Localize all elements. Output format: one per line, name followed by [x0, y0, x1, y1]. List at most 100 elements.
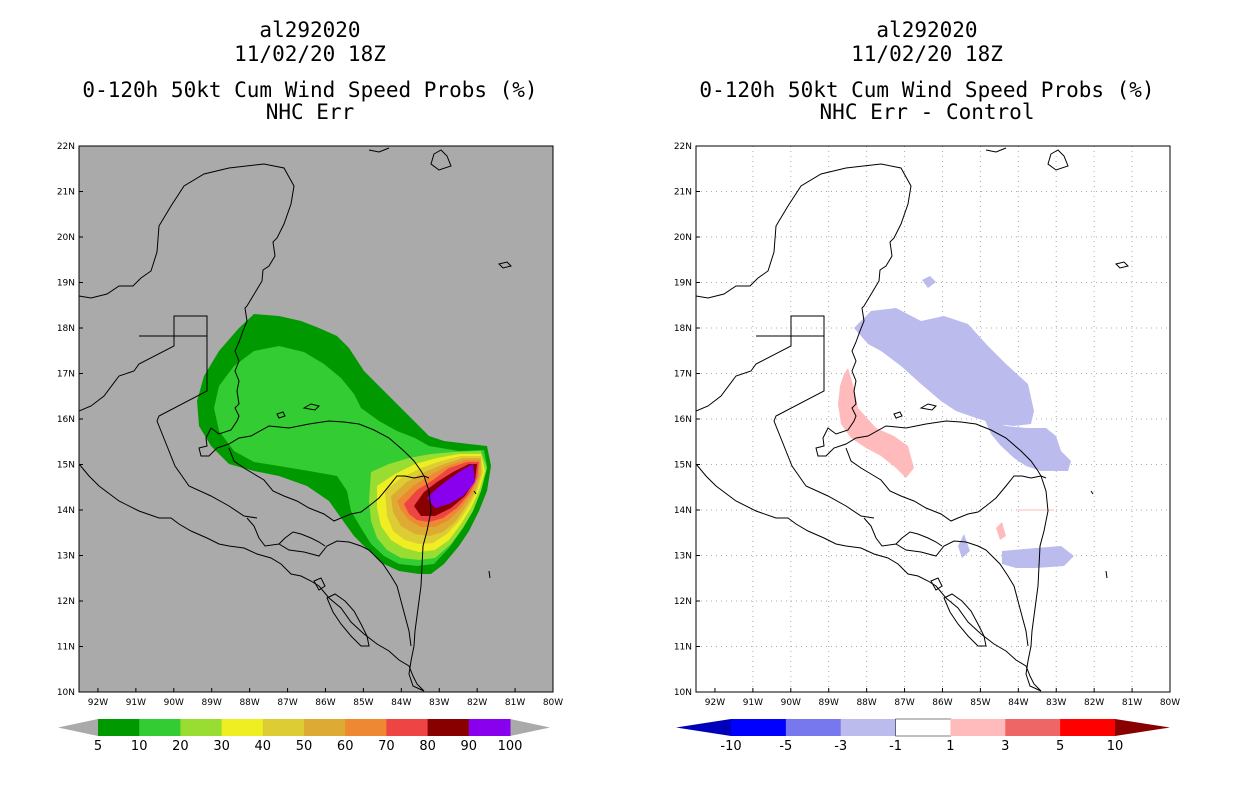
colorbar-swatch: [139, 719, 181, 736]
x-tick-label: 89W: [819, 698, 839, 708]
left-plot: 92W 91W 90W 89W 88W 87W 86W 85W 84W 83W 82W 81W 80W …: [57, 142, 563, 708]
y-tick-label: 22N: [57, 142, 75, 152]
colorbar-label: 20: [172, 739, 189, 754]
colorbar-under-arrow: [58, 719, 98, 736]
right-y-axis: 10N 11N 12N 13N 14N 15N 16N 17N 18N 19N 20N 21N 22N: [674, 142, 700, 698]
left-x-axis: 92W 91W 90W 89W 88W 87W 86W 85W 84W 83W 82W 81W 80W: [88, 688, 563, 708]
colorbar-swatch: [386, 719, 429, 736]
y-tick-label: 19N: [674, 279, 692, 289]
x-tick-label: 80W: [543, 698, 563, 708]
x-tick-label: 87W: [277, 698, 297, 708]
y-tick-label: 11N: [57, 643, 75, 653]
right-title-line-4: NHC Err - Control: [819, 100, 1035, 124]
x-tick-label: 85W: [970, 698, 990, 708]
y-tick-label: 17N: [674, 370, 692, 380]
x-tick-label: 83W: [429, 698, 449, 708]
x-tick-label: 88W: [239, 698, 259, 708]
colorbar-label: -10: [720, 739, 741, 754]
y-tick-label: 22N: [674, 142, 692, 152]
y-tick-label: 12N: [57, 597, 75, 607]
colorbar-label: -5: [779, 739, 792, 754]
x-tick-label: 84W: [1008, 698, 1028, 708]
diff-positive-region-1: [838, 368, 914, 478]
x-tick-label: 85W: [353, 698, 373, 708]
y-tick-label: 20N: [674, 233, 692, 243]
colorbar-swatch: [427, 719, 470, 736]
y-tick-label: 21N: [674, 188, 692, 198]
y-tick-label: 10N: [674, 688, 692, 698]
colorbar-label: 60: [337, 739, 354, 754]
left-title-line-4: NHC Err: [265, 100, 355, 124]
diff-negative-region-3: [922, 276, 936, 288]
x-tick-label: 84W: [391, 698, 411, 708]
y-tick-label: 13N: [674, 552, 692, 562]
x-tick-label: 86W: [315, 698, 335, 708]
colorbar-label: 30: [213, 739, 230, 754]
colorbar-swatch: [1060, 719, 1116, 736]
colorbar-swatch: [262, 719, 305, 736]
right-colorbar: -10 -5 -3 -1 1 3 5 10: [676, 718, 1170, 754]
y-tick-label: 18N: [57, 324, 75, 334]
diff-negative-region-5: [1002, 546, 1074, 568]
y-tick-label: 13N: [57, 552, 75, 562]
x-tick-label: 91W: [126, 698, 146, 708]
left-colorbar: 5 10 20 30 40 50 60 70 80 90 100: [58, 719, 550, 754]
y-tick-label: 15N: [674, 461, 692, 471]
colorbar-swatch: [98, 719, 140, 736]
diff-positive-region-2: [996, 522, 1006, 540]
right-plot: 92W 91W 90W 89W 88W 87W 86W 85W 84W 83W 82W 81W 80W …: [674, 142, 1180, 708]
colorbar-swatch: [785, 719, 842, 736]
colorbar-swatch: [895, 718, 952, 737]
x-tick-label: 83W: [1046, 698, 1066, 708]
y-tick-label: 21N: [57, 188, 75, 198]
right-title: al292020 11/02/20 18Z 0-120h 50kt Cum Wi…: [677, 18, 1177, 124]
y-tick-label: 15N: [57, 461, 75, 471]
left-title-line-1: al292020: [259, 18, 361, 42]
left-title: al292020 11/02/20 18Z 0-120h 50kt Cum Wi…: [60, 18, 560, 124]
colorbar-swatch: [950, 719, 1006, 736]
colorbar-label: 3: [1001, 739, 1009, 754]
y-tick-label: 16N: [674, 415, 692, 425]
diff-negative-region-1: [854, 308, 1034, 426]
contour-90-100: [427, 464, 475, 508]
colorbar-swatch: [840, 719, 897, 736]
diff-negative-region-2: [984, 418, 1071, 471]
colorbar-swatch: [468, 719, 511, 736]
colorbar-swatch: [180, 719, 223, 736]
colorbar-swatch: [1005, 719, 1061, 736]
right-contours: [696, 147, 1129, 692]
colorbar-label: 100: [498, 739, 523, 754]
colorbar-label: -3: [834, 739, 847, 754]
colorbar-label: 10: [1107, 739, 1124, 754]
y-tick-label: 16N: [57, 415, 75, 425]
diff-negative-region-4: [958, 534, 970, 558]
colorbar-swatch: [221, 719, 264, 736]
y-tick-label: 10N: [57, 688, 75, 698]
right-title-line-2: 11/02/20 18Z: [851, 42, 1003, 66]
colorbar-over-arrow: [1115, 719, 1170, 736]
x-tick-label: 92W: [88, 698, 108, 708]
x-tick-label: 90W: [781, 698, 801, 708]
x-tick-label: 87W: [894, 698, 914, 708]
colorbar-over-arrow: [510, 719, 550, 736]
right-plot-background: [696, 146, 1170, 692]
colorbar-under-arrow: [676, 719, 731, 736]
y-tick-label: 19N: [57, 279, 75, 289]
left-contours: [79, 147, 512, 692]
colorbar-label: 80: [419, 739, 436, 754]
colorbar-label: 50: [296, 739, 313, 754]
x-tick-label: 89W: [202, 698, 222, 708]
x-tick-label: 82W: [1084, 698, 1104, 708]
y-tick-label: 11N: [674, 643, 692, 653]
x-tick-label: 90W: [164, 698, 184, 708]
colorbar-swatch: [304, 719, 346, 736]
colorbar-label: -1: [889, 739, 902, 754]
left-title-line-2: 11/02/20 18Z: [234, 42, 386, 66]
y-tick-label: 18N: [674, 324, 692, 334]
colorbar-swatch: [345, 719, 387, 736]
colorbar-label: 5: [94, 739, 102, 754]
right-grid: [696, 146, 1170, 692]
x-tick-label: 82W: [467, 698, 487, 708]
colorbar-swatch: [731, 719, 787, 736]
